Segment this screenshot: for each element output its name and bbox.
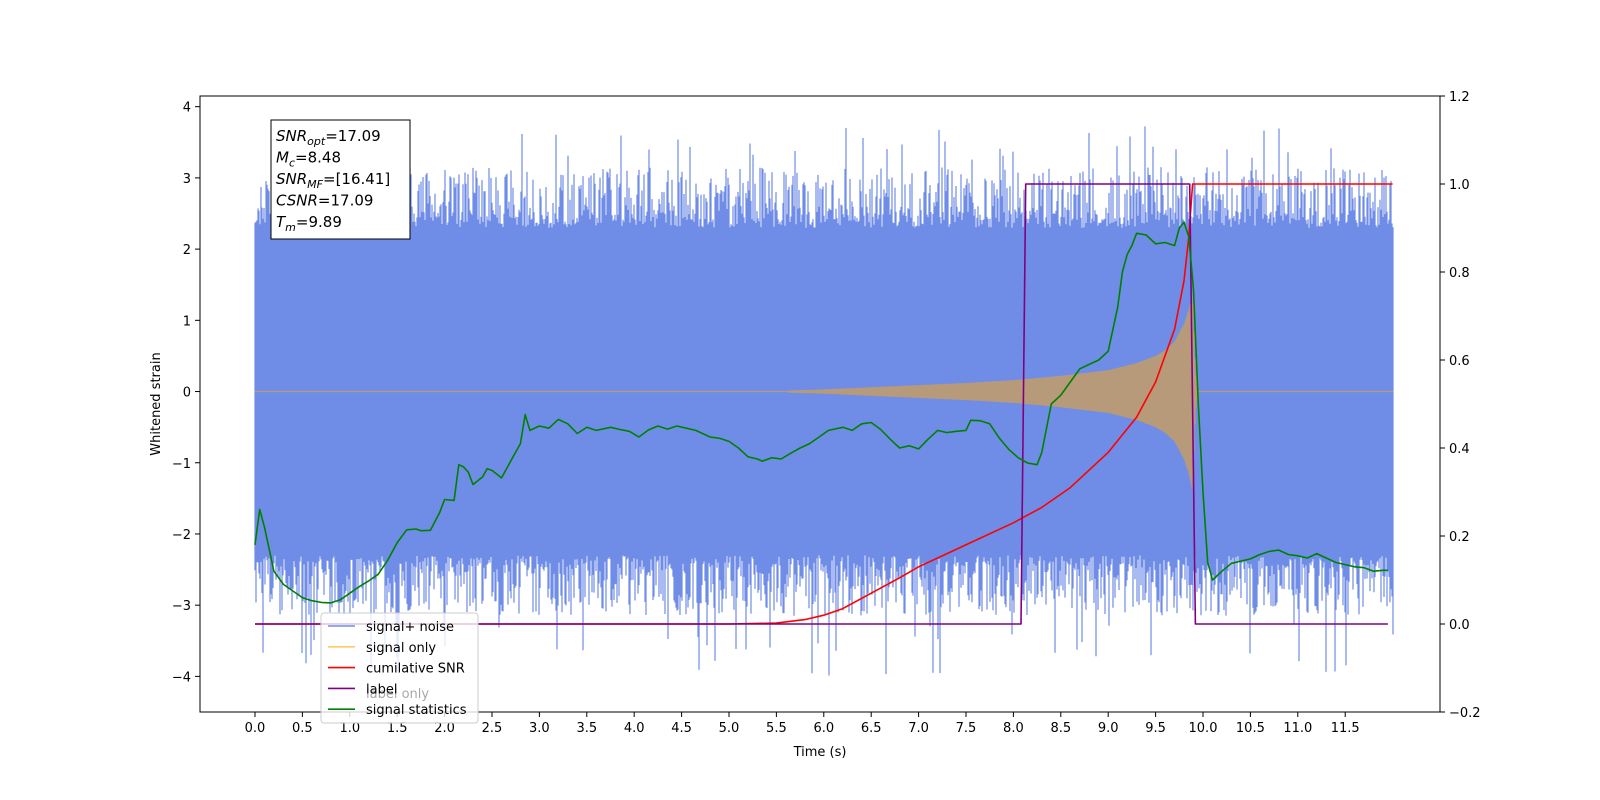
legend-ghost-text: label only xyxy=(366,687,429,702)
y2-tick-label: 1.0 xyxy=(1449,178,1470,193)
x-tick-label: 11.5 xyxy=(1331,721,1360,736)
y-tick-label: −4 xyxy=(172,670,191,685)
x-tick-label: 4.0 xyxy=(624,721,645,736)
annotation-frame xyxy=(270,119,411,240)
legend-label: cumilative SNR xyxy=(366,662,465,677)
y-tick-label: 4 xyxy=(183,101,191,116)
legend: label only signal+ noise signal only cumila… xyxy=(320,612,479,724)
plot-area xyxy=(254,126,1394,676)
annotation-line: CSNR=17.09 xyxy=(276,192,373,210)
x-tick-label: 6.5 xyxy=(861,721,882,736)
series-cumilative-snr xyxy=(255,183,1393,625)
x-tick-label: 9.0 xyxy=(1098,721,1119,736)
annotation-line: Mc=8.48 xyxy=(276,149,341,170)
x-tick-label: 6.0 xyxy=(813,721,834,736)
legend-label: label xyxy=(366,682,397,697)
y2-tick-label: 1.2 xyxy=(1449,90,1470,105)
y2-tick-label: −0.2 xyxy=(1449,706,1481,721)
annotation-line: SNRMF=[16.41] xyxy=(276,170,390,191)
annotation-box: SNRopt=17.09Mc=8.48SNRMF=[16.41]CSNR=17.… xyxy=(270,119,411,240)
x-tick-label: 7.0 xyxy=(908,721,929,736)
y-tick-label: 3 xyxy=(183,172,191,187)
y-tick-label: −1 xyxy=(172,457,191,472)
axes: 0.0 0.5 1.0 1.5 2.0 2.5 3.0 3.5 4.0 4.5 5.0 5.5 6.0 6… xyxy=(149,90,1481,760)
x-tick-label: 3.5 xyxy=(576,721,597,736)
legend-label: signal statistics xyxy=(366,703,467,718)
x-tick-label: 4.5 xyxy=(671,721,692,736)
x-tick-label: 8.0 xyxy=(1003,721,1024,736)
x-axis-label: Time (s) xyxy=(793,745,847,760)
y-tick-label: 0 xyxy=(183,386,191,401)
x-tick-label: 1.0 xyxy=(339,721,360,736)
x-tick-label: 5.5 xyxy=(766,721,787,736)
x-tick-label: 5.0 xyxy=(719,721,740,736)
x-tick-label: 0.5 xyxy=(292,721,313,736)
legend-label: signal only xyxy=(366,641,436,656)
y-tick-label: 1 xyxy=(183,314,191,329)
annotation-line: Tm=9.89 xyxy=(276,213,342,234)
x-tick-label: 10.0 xyxy=(1189,721,1218,736)
y-tick-label: −2 xyxy=(172,528,191,543)
x-tick-label: 9.5 xyxy=(1145,721,1166,736)
y-tick-label: 2 xyxy=(183,243,191,258)
y2-tick-label: 0.4 xyxy=(1449,442,1470,457)
series-label xyxy=(255,183,1388,625)
y2-tick-label: 0.6 xyxy=(1449,354,1470,369)
annotation-line: SNRopt=17.09 xyxy=(276,127,381,148)
x-tick-label: 7.5 xyxy=(956,721,977,736)
series-signal-statistics xyxy=(254,221,1388,604)
x-tick-label: 10.5 xyxy=(1236,721,1265,736)
x-tick-label: 0.0 xyxy=(245,721,266,736)
y-axis-label: Whitened strain xyxy=(149,352,164,455)
x-tick-label: 2.0 xyxy=(434,721,455,736)
y2-tick-label: 0.2 xyxy=(1449,530,1470,545)
legend-label: signal+ noise xyxy=(366,620,454,635)
y2-tick-label: 0.8 xyxy=(1449,266,1470,281)
y-tick-label: −3 xyxy=(172,599,191,614)
y2-tick-label: 0.0 xyxy=(1449,618,1470,633)
x-tick-label: 11.0 xyxy=(1283,721,1312,736)
legend-frame xyxy=(320,612,479,724)
series-signal-only xyxy=(254,294,1394,489)
x-tick-label: 2.5 xyxy=(482,721,503,736)
x-tick-label: 3.0 xyxy=(529,721,550,736)
x-tick-label: 1.5 xyxy=(387,721,408,736)
x-tick-label: 8.5 xyxy=(1050,721,1071,736)
plot-frame xyxy=(199,95,1441,713)
